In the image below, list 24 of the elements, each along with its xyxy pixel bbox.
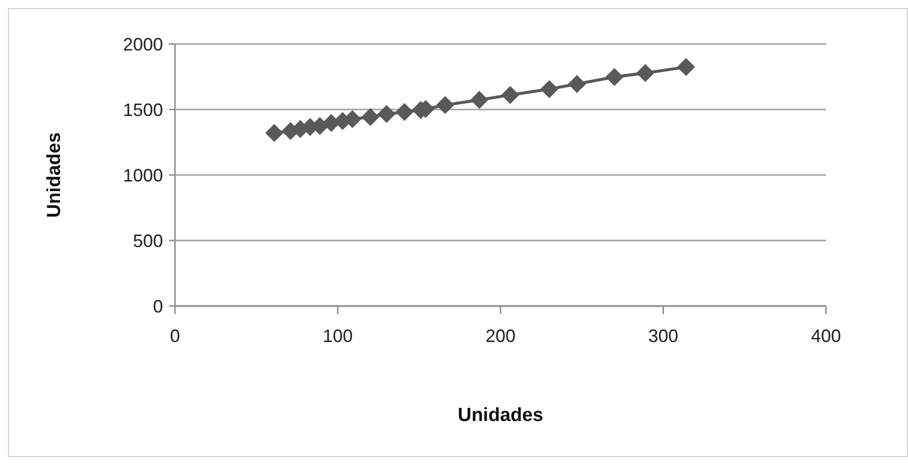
x-tick-label: 200 [485,326,516,346]
point [605,68,624,86]
point [568,74,586,93]
point [378,104,396,123]
point [501,86,520,104]
point [395,102,414,121]
point [677,58,696,76]
x-tick-label: 300 [648,326,678,346]
y-tick-label: 1500 [122,100,163,120]
point [470,90,488,109]
y-axis-title: Unidades [44,132,65,218]
y-tick-label: 2000 [122,34,163,54]
point [436,96,454,114]
y-tick-label: 0 [152,296,163,316]
x-tick-label: 0 [170,326,180,346]
y-tick-label: 500 [132,230,163,251]
point [265,124,284,142]
x-tick-label: 400 [810,326,842,346]
point [361,108,380,126]
x-tick-label: 100 [322,326,353,346]
x-axis-title: Unidades [458,405,544,426]
point [540,80,558,98]
y-tick-label: 1000 [122,165,163,186]
point [636,64,654,82]
